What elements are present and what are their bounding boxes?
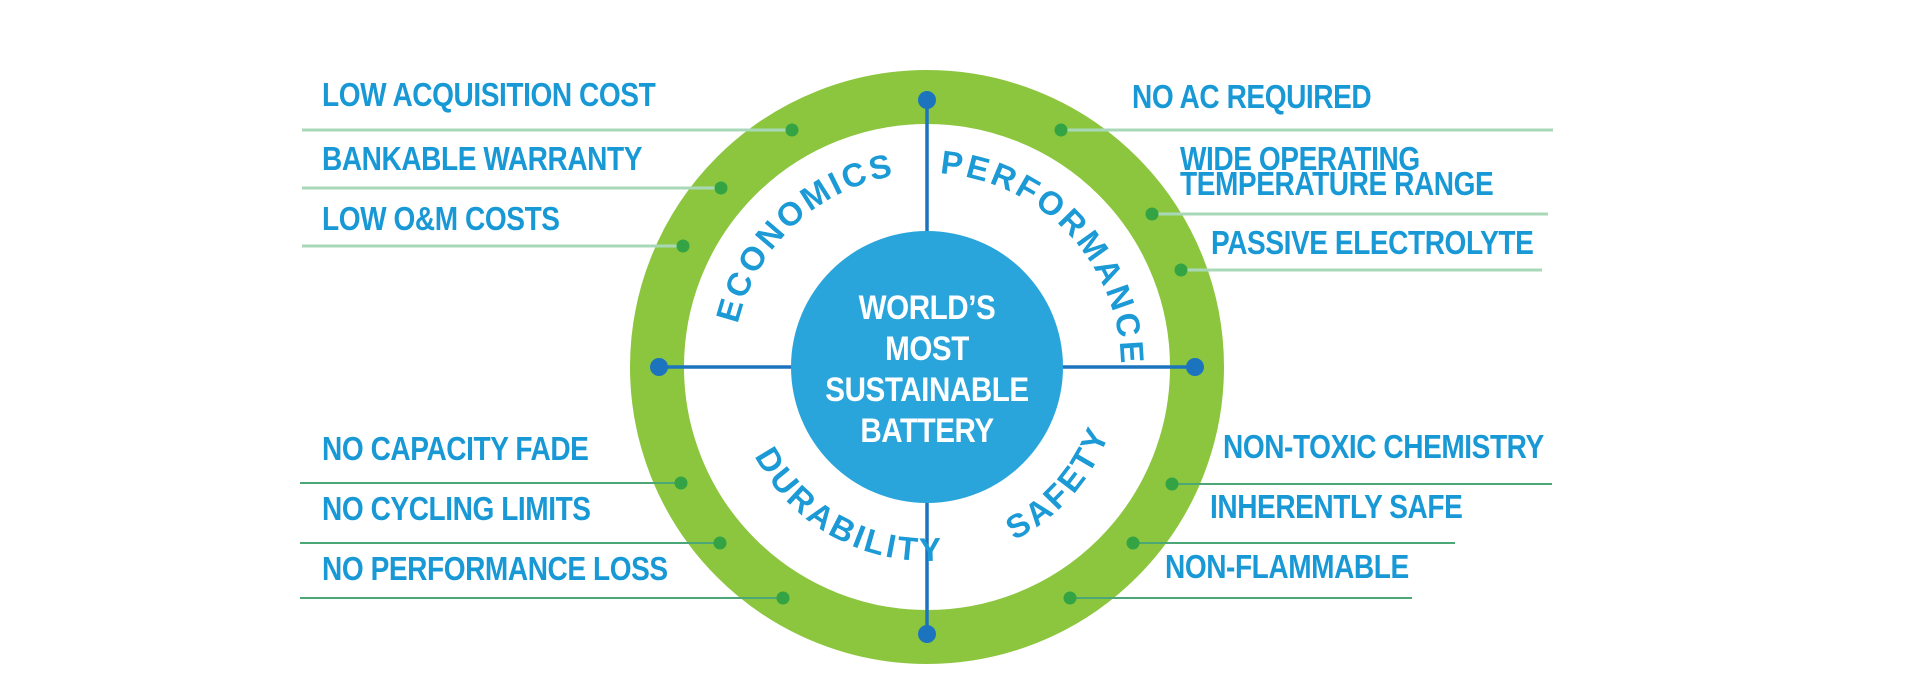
feature-label-line-2: TEMPERATURE RANGE (1180, 165, 1494, 202)
feature-label-low-om-costs: LOW O&M COSTS (322, 200, 560, 237)
center-title-line: MOST (885, 330, 969, 368)
center-title-line: WORLD’S (858, 289, 996, 327)
leader-dot (713, 536, 727, 550)
leader-dot (674, 476, 688, 490)
cardinal-dot-north (918, 91, 936, 109)
leader-dot (1165, 477, 1179, 491)
leader-dot (676, 239, 690, 253)
center-title: WORLD’S MOST SUSTAINABLE BATTERY (788, 288, 1066, 452)
center-circle (791, 231, 1063, 503)
leader-dot (714, 181, 728, 195)
feature-label-wide-operating-temperature-range: WIDE OPERATING TEMPERATURE RANGE (1180, 140, 1494, 202)
center-title-line: SUSTAINABLE (825, 371, 1029, 409)
feature-label-no-cycling-limits: NO CYCLING LIMITS (322, 490, 591, 527)
feature-label-no-capacity-fade: NO CAPACITY FADE (322, 430, 589, 467)
feature-label-non-flammable: NON-FLAMMABLE (1165, 548, 1409, 585)
feature-label-passive-electrolyte: PASSIVE ELECTROLYTE (1211, 224, 1534, 261)
feature-label-bankable-warranty: BANKABLE WARRANTY (322, 140, 643, 177)
feature-label-line-1: WIDE OPERATING (1180, 140, 1420, 177)
cardinal-dot-south (918, 625, 936, 643)
leader-dot (1126, 536, 1140, 550)
cardinal-dots (650, 91, 1204, 643)
leader-dot (1063, 591, 1077, 605)
feature-label-no-performance-loss: NO PERFORMANCE LOSS (322, 550, 668, 587)
feature-label-non-toxic-chemistry: NON-TOXIC CHEMISTRY (1223, 428, 1544, 465)
feature-label-inherently-safe: INHERENTLY SAFE (1210, 488, 1463, 525)
quadrant-divider-lines (660, 100, 1194, 634)
leader-dot (785, 123, 799, 137)
leader-lines-bottom (300, 482, 1552, 599)
leader-dot (1145, 207, 1159, 221)
leader-dot (1174, 263, 1188, 277)
leader-dots (674, 123, 1188, 605)
feature-label-no-ac-required: NO AC REQUIRED (1132, 78, 1372, 115)
cardinal-dot-west (650, 358, 668, 376)
cardinal-dot-east (1186, 358, 1204, 376)
leader-lines-top (302, 128, 1553, 272)
leader-dot (776, 591, 790, 605)
center-title-line: BATTERY (860, 412, 994, 450)
leader-dot (1054, 123, 1068, 137)
feature-label-low-acquisition-cost: LOW ACQUISITION COST (322, 76, 656, 113)
